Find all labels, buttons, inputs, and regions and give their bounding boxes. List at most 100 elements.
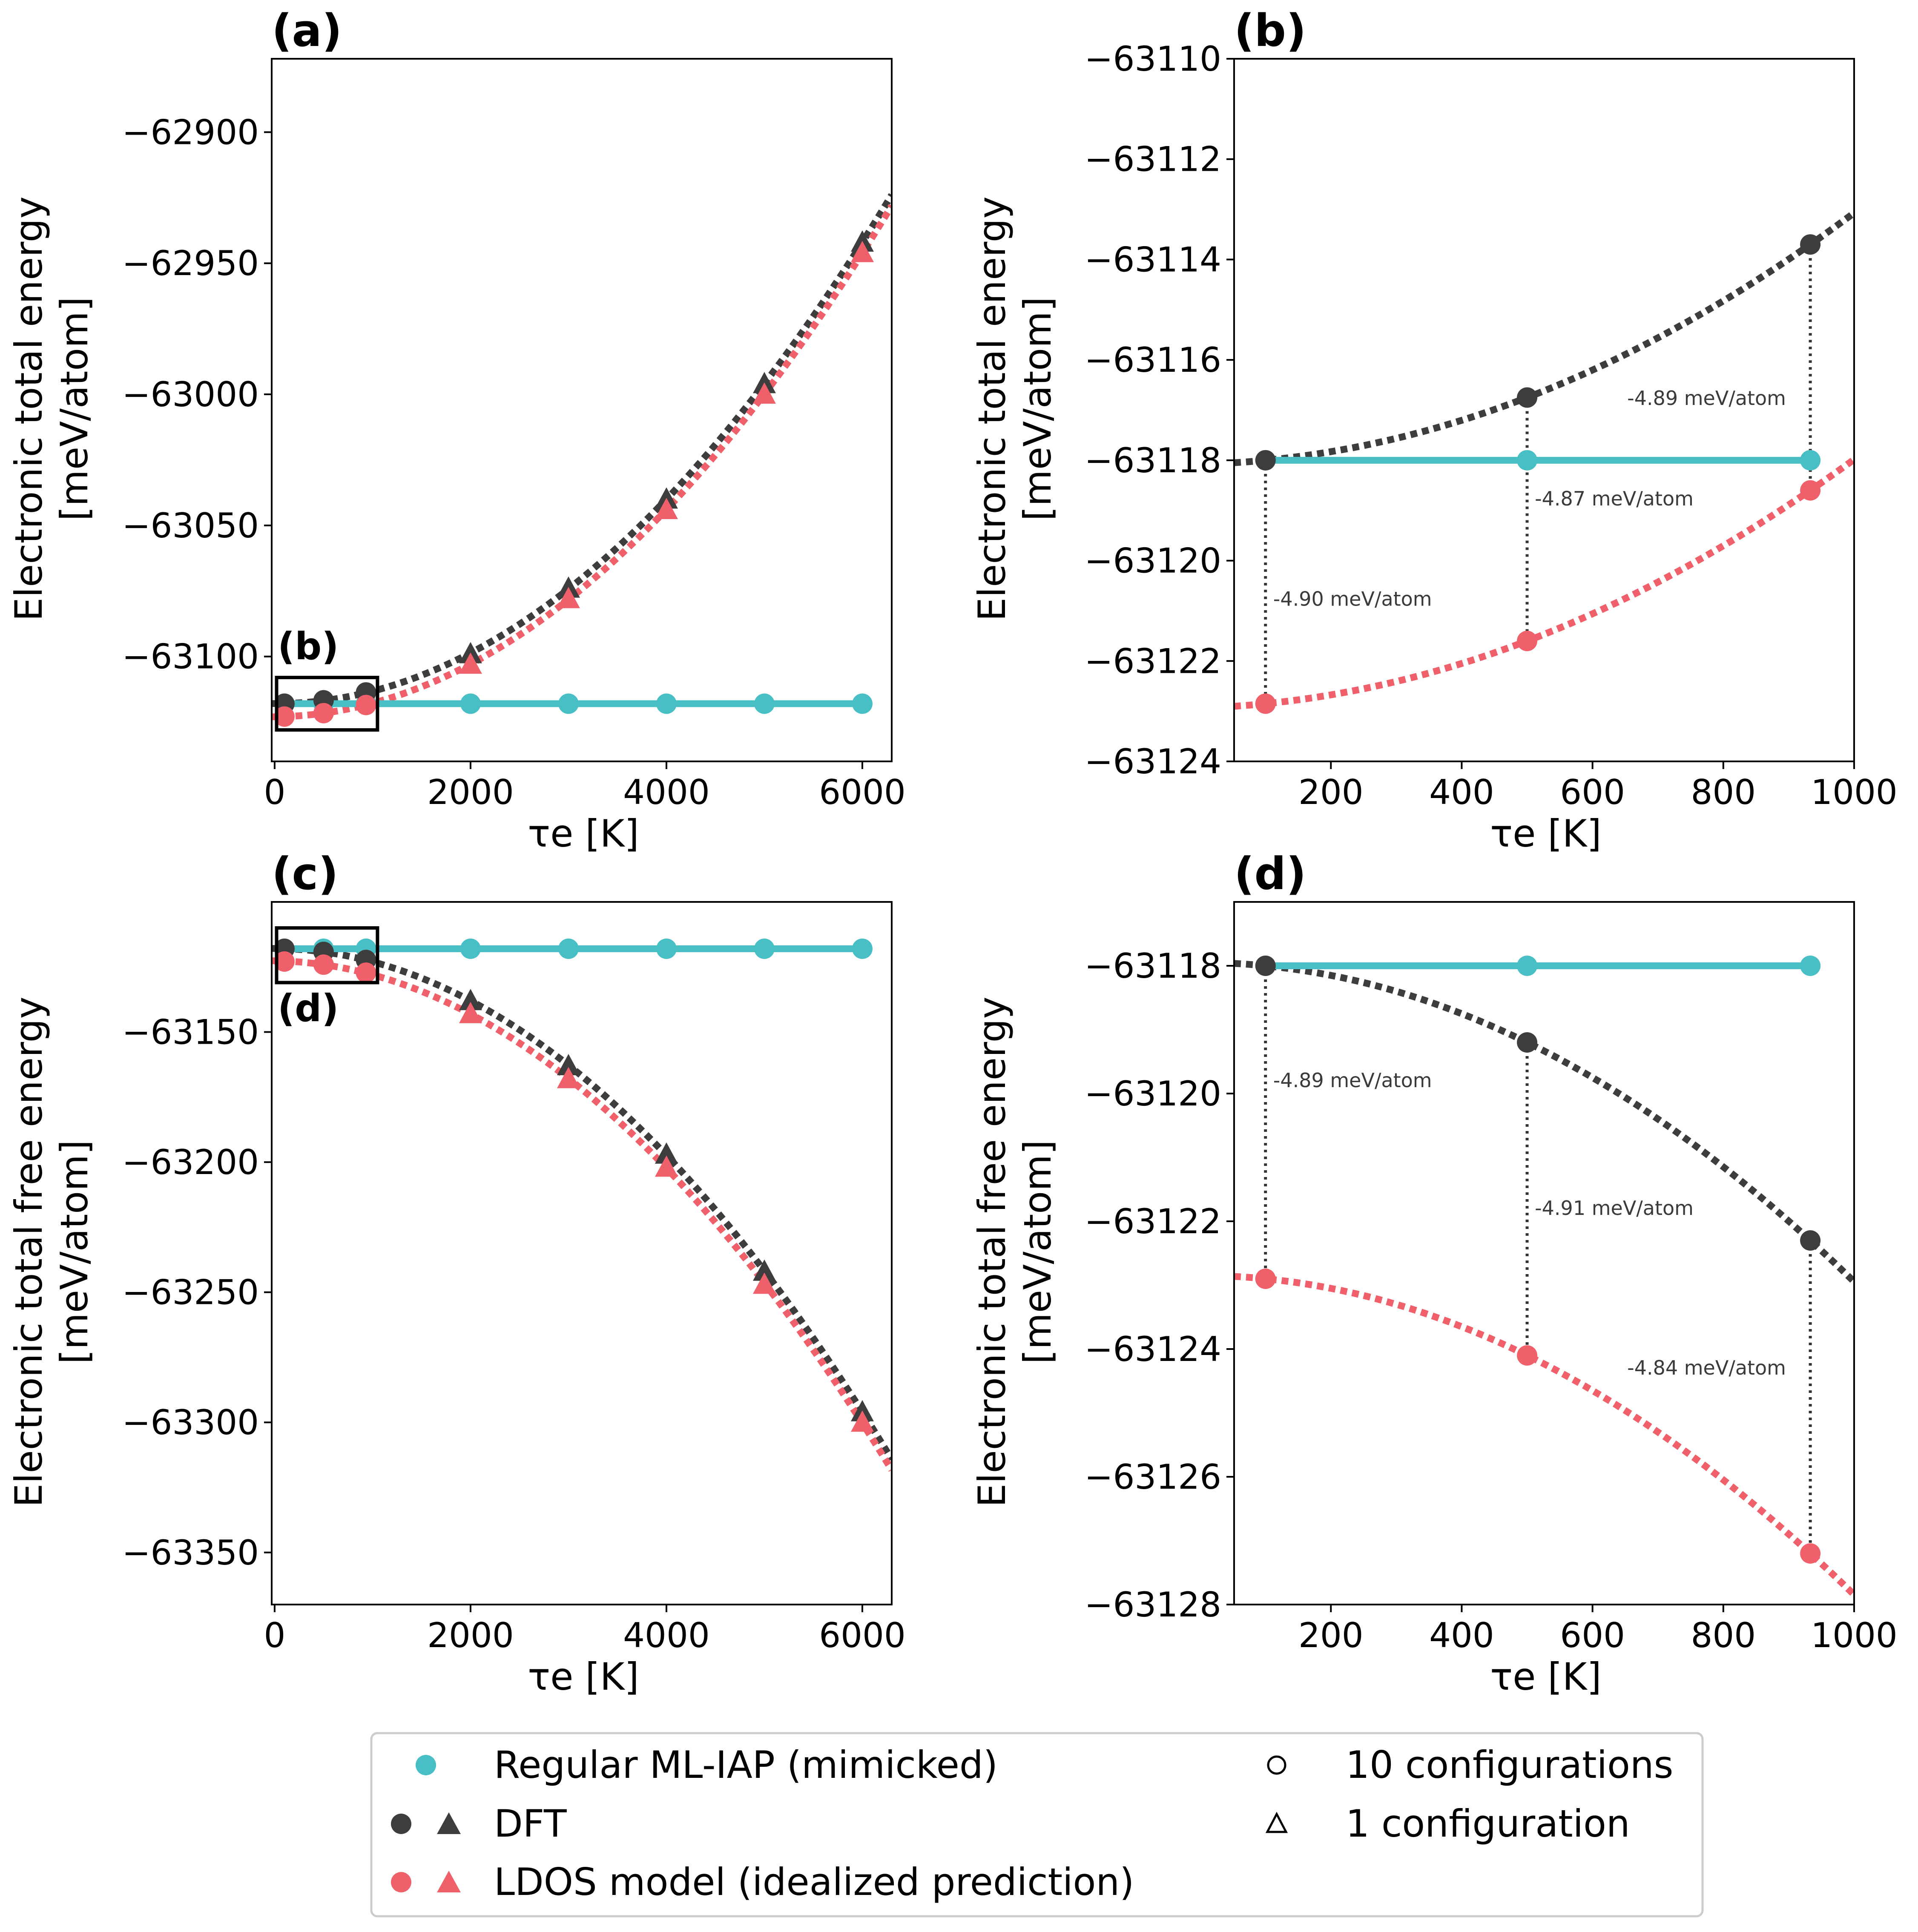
panel-a: 0 2000 4000 6000 −62900 −62950 −63000 −63050 −63… [7,5,906,855]
panel-c-label: (c) [272,848,339,900]
panel-c-circle-marker [460,939,481,959]
panel-a-circle-marker [313,703,334,723]
panel-d-x-tick-label: 800 [1691,1616,1756,1655]
panel-c-circle-marker [754,939,775,959]
legend-frame [370,1732,1704,1918]
panel-a-circle-marker [356,695,376,715]
panel-b-ylabel-line2: [meV/atom] [1016,297,1059,521]
panel-b-error-annotation: -4.90 meV/atom [1273,588,1432,611]
panel-d-x-tick-label: 400 [1429,1616,1494,1655]
panel-d-x-tick-label: 1000 [1811,1616,1898,1655]
panel-b-plot-area: -4.90 meV/atom -4.87 meV/atom -4.89 meV/at… [1084,39,1897,812]
panel-d-axes-frame [1233,901,1855,1605]
panel-d-error-annotation: -4.84 meV/atom [1627,1356,1786,1379]
panel-a-label: (a) [272,5,342,57]
panel-c-x-tick-label: 0 [264,1616,285,1655]
panel-a-triangle-marker [850,241,874,262]
panel-c-triangle-marker [752,1272,776,1294]
panel-d-ylabel-line2: [meV/atom] [1016,1140,1059,1364]
panel-a-y-tick-label: −62900 [122,112,259,152]
panel-d-x-tick-label: 600 [1560,1616,1625,1655]
panel-b-x-tick-label: 1000 [1811,772,1898,812]
panel-c: 0 2000 4000 6000 −63150 −63200 −63250 −63300 −63… [7,848,906,1699]
panel-a-plot-area: 0 2000 4000 6000 −62900 −62950 −63000 −63050 −63… [122,58,906,812]
panel-b-y-tick-label: −63120 [1084,541,1221,581]
legend-one-config-marker [1265,1811,1288,1833]
panel-a-y-tick-label: −63050 [122,506,259,545]
panel-b-circle-marker [1800,234,1821,255]
panel-c-triangle-marker [459,989,482,1010]
legend: Regular ML-IAP (mimicked) DFT LDOS model… [370,1732,1704,1918]
panel-b-x-tick-label: 600 [1560,772,1625,812]
legend-ldos-label: LDOS model (idealized prediction) [494,1860,1134,1904]
legend-ml-iap-circle-marker [416,1755,436,1775]
legend-one-config-label: 1 configuration [1346,1802,1630,1846]
panel-d-y-tick-label: −63124 [1084,1329,1221,1369]
panel-b-circle-marker [1800,450,1821,471]
panel-b-y-tick-label: −63110 [1084,39,1221,79]
panel-c-x-tick-label: 6000 [819,1616,906,1655]
panel-a-triangle-marker [557,587,580,609]
legend-ldos-triangle-marker [437,1871,461,1892]
panel-b-y-tick-label: −63114 [1084,240,1221,279]
panel-d-circle-marker [1517,1032,1538,1053]
panel-c-axes-frame [271,901,893,1605]
panel-c-y-tick-label: −63150 [122,1013,259,1052]
panel-c-circle-marker [656,939,677,959]
panel-a-circle-marker [656,693,677,714]
panel-a-circle-marker [558,693,579,714]
panel-b-xlabel: τe [K] [1490,812,1601,855]
panel-b-fit-curve [1234,456,1854,710]
panel-c-x-tick-label: 2000 [427,1616,514,1655]
panel-a-triangle-marker [655,497,678,519]
panel-b-circle-marker [1255,693,1276,714]
panel-a-y-tick-label: −63000 [122,375,259,414]
panel-a-triangle-marker [752,382,776,404]
panel-a-ylabel-line2: [meV/atom] [52,297,96,521]
panel-a-axes-frame [271,58,893,762]
panel-d: -4.89 meV/atom -4.91 meV/atom -4.84 meV/at… [970,848,1898,1699]
panel-c-y-tick-label: −63200 [122,1143,259,1182]
panel-b-y-tick-label: −63118 [1084,441,1221,480]
panel-c-triangle-marker [655,1142,678,1164]
panel-b-y-tick-label: −63124 [1084,742,1221,781]
panel-d-circle-marker [1517,1345,1538,1366]
panel-b-error-annotation: -4.89 meV/atom [1627,387,1786,410]
panel-b-x-tick-label: 200 [1298,772,1364,812]
panel-b-x-tick-label: 800 [1691,772,1756,812]
legend-ldos-circle-marker [391,1872,411,1892]
panel-d-circle-marker [1800,1543,1821,1564]
panel-d-x-tick-label: 200 [1298,1616,1364,1655]
panel-a-triangle-marker [459,652,482,674]
panel-a-ylabel-line1: Electronic total energy [7,196,51,621]
panel-a-inset-label: (b) [278,624,339,668]
panel-a-circle-marker [852,693,873,714]
panel-b-y-tick-label: −63112 [1084,140,1221,179]
panel-b-error-annotation: -4.87 meV/atom [1535,487,1694,510]
panel-d-circle-marker [1255,1269,1276,1289]
panel-d-error-annotation: -4.89 meV/atom [1273,1069,1432,1092]
panel-a-xlabel: τe [K] [528,812,639,855]
panel-d-y-tick-label: −63120 [1084,1074,1221,1114]
panel-d-ylabel-line1: Electronic total free energy [970,996,1014,1507]
panel-a-fit-curve [272,193,892,707]
panel-c-triangle-marker [752,1259,776,1281]
panel-c-fit-curve [272,957,892,1472]
panel-c-circle-marker [558,939,579,959]
panel-a-fit-curve [272,204,892,721]
panel-a-y-tick-label: −63100 [122,637,259,677]
panel-d-xlabel: τe [K] [1490,1655,1601,1699]
panel-d-circle-marker [1517,956,1538,976]
panel-c-triangle-marker [655,1155,678,1177]
panel-a-circle-marker [460,693,481,714]
legend-dft-label: DFT [494,1802,567,1846]
panel-c-circle-marker [313,954,334,975]
panel-d-circle-marker [1800,956,1821,976]
legend-ten-configs-marker [1267,1755,1286,1775]
panel-d-fit-curve [1234,960,1854,1284]
legend-dft-triangle-marker [437,1812,461,1834]
panel-d-error-annotation: -4.91 meV/atom [1535,1197,1694,1220]
panel-c-triangle-marker [459,1002,482,1023]
panel-b-circle-marker [1517,631,1538,652]
panel-b-circle-marker [1800,480,1821,501]
